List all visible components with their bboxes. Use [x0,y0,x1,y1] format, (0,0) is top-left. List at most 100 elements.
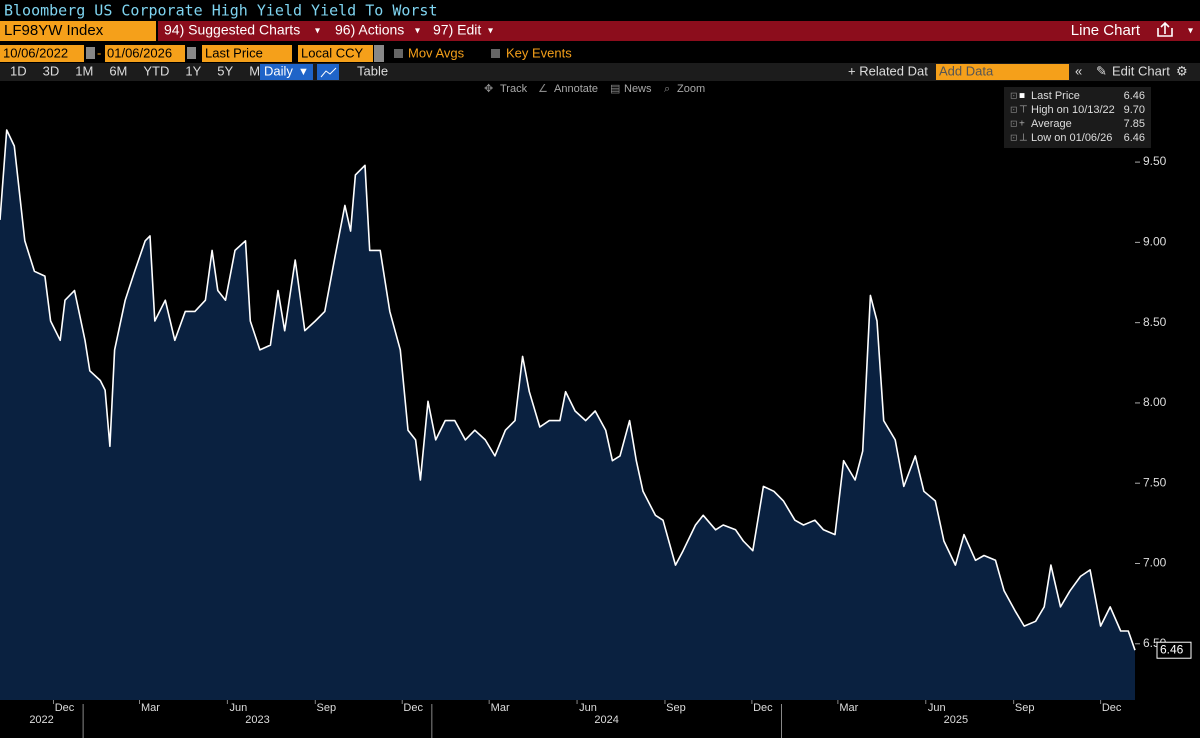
period-button[interactable]: 3D [43,63,60,78]
period-button[interactable]: YTD [143,63,169,78]
legend-value: 6.46 [1124,90,1145,102]
end-date: 01/06/2026 [107,45,172,60]
legend-box [1004,87,1151,148]
tool[interactable]: Annotate [554,83,598,95]
tool-icon: ∠ [538,83,548,95]
currency: Local CCY [301,45,363,60]
tool-icon: ▤ [610,83,620,95]
field-select[interactable] [202,45,292,62]
chart-tools: ✥ Track ∠ Annotate ▤ News ⌕ Zoom [484,83,705,95]
dropdown-arrow: ▾ [415,26,420,37]
legend-icon: ⊡ [1010,132,1018,142]
y-tick-label: 7.00 [1143,556,1167,570]
x-tick-label: Jun [579,702,597,714]
legend-marker: ⊥ [1019,133,1028,144]
legend-icon: ⊡ [1010,90,1018,100]
dropdown-arrow: ▾ [488,26,493,37]
ticker-field[interactable] [0,21,156,41]
x-axis-panel [0,700,1200,738]
toggle-label: Key Events [506,45,572,60]
start-date-field[interactable] [0,45,84,62]
y-tick-label: 8.00 [1143,395,1167,409]
y-tick-label: 7.50 [1143,475,1167,489]
checkbox[interactable] [394,49,403,58]
legend-marker: ⊤ [1019,105,1028,116]
tool[interactable]: Zoom [677,83,705,95]
year-label: 2024 [594,714,618,726]
legend-label: Last Price [1031,90,1080,102]
menu-item[interactable]: 96) Actions [335,22,404,38]
tool[interactable]: News [624,83,652,95]
table-button[interactable]: Table [357,63,388,78]
x-tick-label: Sep [666,702,686,714]
area [0,130,1135,700]
legend-marker: + [1019,119,1025,130]
x-tick-label: Mar [141,702,160,714]
calendar-icon[interactable] [86,47,95,59]
x-tick-label: Sep [316,702,336,714]
tool[interactable]: Track [500,83,528,95]
y-tick-label: 8.50 [1143,315,1167,329]
toggle-label: Mov Avgs [408,45,465,60]
chart-icon [320,67,337,78]
axis-panel [1135,82,1200,738]
frequency: Daily [264,63,293,78]
period-button[interactable]: 1M [75,63,93,78]
menu-item[interactable]: 97) Edit [433,22,481,38]
legend-value: 7.85 [1124,118,1145,130]
end-date-field[interactable] [105,45,185,62]
export-icon[interactable] [1157,21,1173,37]
line [0,129,1136,651]
currency-arrow[interactable] [374,45,384,62]
start-date: 10/06/2022 [3,45,68,60]
x-tick-label: Dec [753,702,773,714]
edit-icon: ✎ [1096,63,1107,78]
x-tick-label: Dec [55,702,75,714]
period-button[interactable]: 1D [10,63,27,78]
legend-label: High on 10/13/22 [1031,104,1115,116]
checkbox[interactable] [491,49,500,58]
period-button[interactable]: 6M [109,63,127,78]
add-data: Add Data [939,63,994,78]
field: Last Price [205,45,263,60]
period-button[interactable]: 5Y [217,63,233,78]
related-data[interactable]: + Related Dat [848,63,928,78]
add-data-field[interactable] [936,64,1069,80]
legend-marker: ■ [1019,91,1025,102]
y-tick-label: 9.00 [1143,235,1167,249]
view-name[interactable]: Line Chart [1071,22,1141,39]
separator: - [97,45,101,60]
dropdown-arrow: ▼ [298,66,309,78]
menu-item[interactable]: 94) Suggested Charts [164,22,300,38]
last-price-tag [1156,641,1192,659]
x-tick-label: Sep [1015,702,1035,714]
settings-icon[interactable]: ⚙ [1176,63,1188,78]
dropdown-arrow: ▾ [1188,26,1193,37]
window-title: Bloomberg US Corporate High Yield Yield … [4,2,437,20]
tool-icon: ⌕ [664,83,670,95]
x-tick-label: Jun [230,702,248,714]
frequency-select[interactable] [260,64,313,80]
legend-label: Low on 01/06/26 [1031,132,1112,144]
x-tick-label: Jun [928,702,946,714]
edit-chart[interactable]: Edit Chart [1112,63,1170,78]
legend-icon: ⊡ [1010,104,1018,114]
ticker: LF98YW Index [4,22,104,39]
period-button[interactable]: 1Y [185,63,201,78]
x-tick-label: Mar [839,702,858,714]
calendar-icon[interactable] [187,47,196,59]
x-tick-label: Mar [491,702,510,714]
year-label: 2022 [29,714,53,726]
tool-icon: ✥ [484,83,493,95]
menu-bar [158,21,1200,41]
collapse-button[interactable]: « [1075,63,1082,78]
year-label: 2025 [944,714,968,726]
legend-label: Average [1031,118,1072,130]
last-price-label: 6.46 [1160,642,1184,656]
dropdown-arrow: ▾ [315,26,320,37]
legend-icon: ⊡ [1010,118,1018,128]
currency-select[interactable] [298,45,373,62]
